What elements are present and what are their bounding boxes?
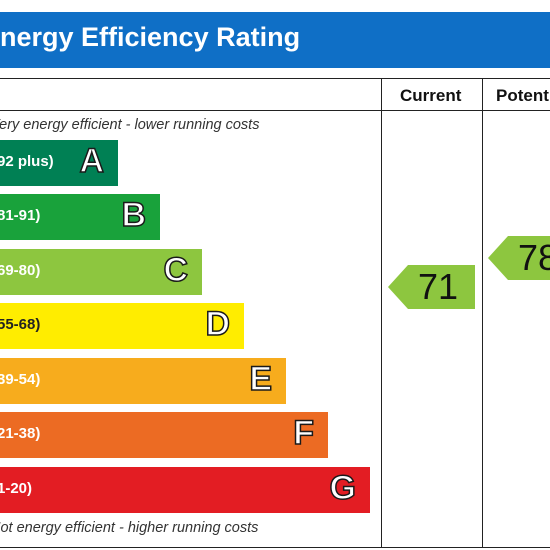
band-c-letter: C bbox=[163, 250, 189, 290]
note-top: Very energy efficient - lower running co… bbox=[0, 117, 260, 133]
header-divider bbox=[0, 110, 550, 111]
potential-rating-value: 78 bbox=[518, 237, 550, 278]
current-rating-arrow-shape bbox=[388, 265, 475, 309]
band-d: (55-68) D bbox=[0, 303, 244, 349]
band-f-letter: F bbox=[292, 413, 314, 453]
band-b-range: (81-91) bbox=[0, 207, 41, 224]
band-a-range: (92 plus) bbox=[0, 153, 54, 170]
potential-rating-arrow-shape bbox=[488, 236, 550, 280]
column-header-potential: Potential bbox=[496, 86, 550, 105]
band-g-letter: G bbox=[329, 468, 357, 508]
rating-table bbox=[0, 78, 550, 548]
column-header-current: Current bbox=[400, 86, 462, 105]
band-f: (21-38) F bbox=[0, 412, 328, 458]
band-e-range: (39-54) bbox=[0, 371, 41, 388]
current-rating-arrow bbox=[388, 265, 475, 309]
band-c-range: (69-80) bbox=[0, 262, 41, 279]
page-title: Energy Efficiency Rating bbox=[0, 22, 301, 52]
band-d-letter: D bbox=[205, 304, 231, 344]
current-rating-value: 71 bbox=[418, 266, 459, 307]
title-bar: Energy Efficiency Rating bbox=[0, 12, 550, 68]
band-b-letter: B bbox=[121, 195, 147, 235]
band-c: (69-80) C bbox=[0, 249, 202, 295]
band-a: (92 plus) A bbox=[0, 140, 118, 186]
band-e: (39-54) E bbox=[0, 358, 286, 404]
band-f-range: (21-38) bbox=[0, 425, 41, 442]
column-divider-current bbox=[381, 78, 382, 548]
band-g-range: (1-20) bbox=[0, 480, 33, 497]
band-d-range: (55-68) bbox=[0, 316, 41, 333]
potential-rating-arrow bbox=[488, 236, 550, 280]
band-e-letter: E bbox=[249, 359, 273, 399]
band-g: (1-20) G bbox=[0, 467, 370, 513]
band-a-letter: A bbox=[79, 141, 105, 181]
band-b: (81-91) B bbox=[0, 194, 160, 240]
note-bottom: Not energy efficient - higher running co… bbox=[0, 520, 259, 536]
column-divider-potential bbox=[482, 78, 483, 548]
